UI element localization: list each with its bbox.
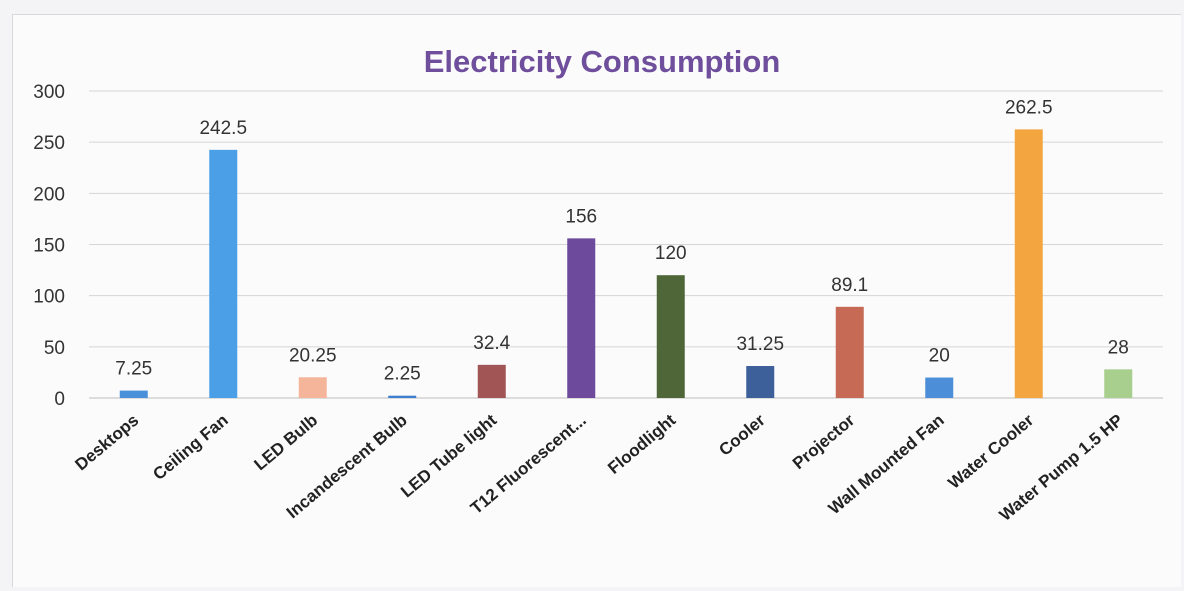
data-label: 7.25 bbox=[115, 359, 152, 380]
y-tick-label: 150 bbox=[33, 236, 65, 257]
bar-chart: Electricity Consumption 0 50 100 150 200 250 3… bbox=[33, 44, 1163, 525]
bars bbox=[119, 129, 1133, 398]
y-tick-label: 50 bbox=[44, 338, 65, 359]
data-label: 89.1 bbox=[831, 275, 868, 296]
data-label: 2.25 bbox=[384, 364, 421, 385]
bar bbox=[119, 390, 148, 398]
chart-title: Electricity Consumption bbox=[424, 44, 781, 79]
data-label: 20 bbox=[929, 346, 950, 367]
bar bbox=[567, 238, 596, 398]
bar bbox=[209, 149, 238, 398]
y-tick-label: 300 bbox=[33, 82, 65, 103]
bar bbox=[1104, 369, 1133, 398]
x-tick-label: Cooler bbox=[715, 410, 769, 459]
y-tick-label: 100 bbox=[33, 287, 65, 308]
bar bbox=[835, 306, 864, 398]
data-label: 262.5 bbox=[1005, 97, 1053, 118]
bar bbox=[656, 275, 685, 398]
x-axis-ticks: Desktops Ceiling Fan LED BulbIncandescent … bbox=[71, 410, 1126, 525]
gridlines bbox=[89, 90, 1163, 399]
bar bbox=[1014, 129, 1043, 398]
data-label: 120 bbox=[655, 243, 687, 264]
chart-container: Electricity Consumption 0 50 100 150 200 250 3… bbox=[12, 14, 1181, 587]
bar bbox=[746, 366, 775, 398]
y-axis-ticks: 0 50 100 150 200 250 300 bbox=[33, 82, 65, 410]
y-tick-label: 200 bbox=[33, 184, 65, 205]
data-label: 156 bbox=[565, 206, 597, 227]
bar bbox=[388, 395, 417, 398]
y-tick-label: 0 bbox=[54, 389, 65, 410]
data-label: 28 bbox=[1108, 337, 1129, 358]
bar bbox=[925, 377, 954, 398]
y-tick-label: 250 bbox=[33, 133, 65, 154]
bar bbox=[477, 364, 506, 398]
bar bbox=[298, 377, 327, 398]
x-tick-label: LED Bulb bbox=[251, 411, 322, 475]
x-tick-label: Ceiling Fan bbox=[149, 411, 231, 484]
data-label: 20.25 bbox=[289, 345, 337, 366]
data-label: 31.25 bbox=[736, 334, 784, 355]
data-label: 242.5 bbox=[199, 118, 247, 139]
x-tick-label: Desktops bbox=[71, 411, 142, 475]
x-tick-label: Floodlight bbox=[604, 410, 679, 478]
data-label: 32.4 bbox=[473, 333, 510, 354]
x-tick-label: Water Cooler bbox=[945, 410, 1038, 492]
data-labels: 7.25 242.5 20.25 2.25 32.4 156 120 31.25 89.1 20 2… bbox=[115, 97, 1129, 384]
x-tick-label: Projector bbox=[789, 410, 859, 473]
